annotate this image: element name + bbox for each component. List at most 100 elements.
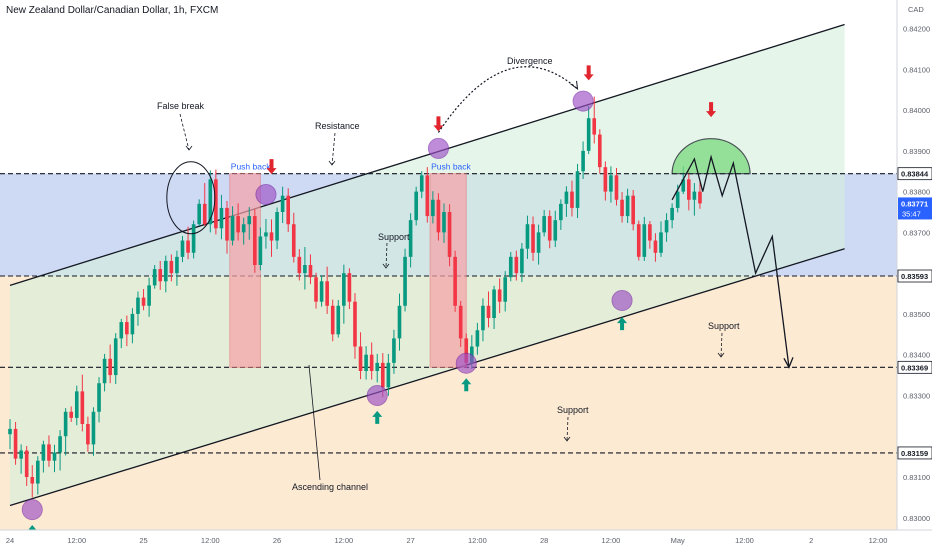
candle-body xyxy=(147,285,151,306)
marker-circle[interactable] xyxy=(455,352,477,374)
down-arrow-icon xyxy=(583,65,594,81)
candle-body xyxy=(58,436,62,453)
x-tick-label: 12:00 xyxy=(334,536,353,545)
candle-body xyxy=(636,224,641,257)
candle-body xyxy=(314,277,318,302)
candle-body xyxy=(347,273,352,302)
candle-body xyxy=(458,305,463,339)
marker-circle[interactable] xyxy=(21,499,43,521)
candle-body xyxy=(30,477,35,484)
false-break-circle xyxy=(166,161,216,235)
annotation-ascending-channel: Ascending channel xyxy=(292,482,368,492)
candle-body xyxy=(570,191,574,208)
candle-body xyxy=(125,322,129,335)
candle-body xyxy=(297,256,302,274)
x-tick-label: 28 xyxy=(540,536,548,545)
down-arrow-icon xyxy=(266,159,277,175)
candle-body xyxy=(625,195,630,217)
chart-title: New Zealand Dollar/Canadian Dollar, 1h, … xyxy=(6,5,218,16)
candle-body xyxy=(414,191,418,221)
candle-body xyxy=(497,289,502,302)
y-tick-label: 0.83000 xyxy=(903,514,930,523)
marker-circle[interactable] xyxy=(611,289,633,311)
candle-body xyxy=(214,179,218,229)
candle-body xyxy=(91,411,96,445)
candle-body xyxy=(275,212,279,241)
candle-body xyxy=(342,273,346,306)
candle-body xyxy=(13,428,18,459)
marker-circle[interactable] xyxy=(572,90,594,112)
candle-body xyxy=(575,171,580,208)
candle-body xyxy=(564,191,569,204)
candle-body xyxy=(698,191,702,204)
candle-body xyxy=(609,175,613,192)
candle-body xyxy=(308,265,313,278)
candle-body xyxy=(119,322,124,339)
candle-body xyxy=(236,216,240,233)
annotation-pointer xyxy=(331,132,336,166)
marker-circle[interactable] xyxy=(427,137,449,159)
candle-body xyxy=(63,411,68,437)
candle-body xyxy=(475,330,480,347)
divergence-arrowhead xyxy=(570,80,579,90)
candle-body xyxy=(202,203,207,225)
candle-body xyxy=(581,150,585,172)
candle-body xyxy=(197,203,201,225)
annotation-support-mid: Support xyxy=(378,232,410,242)
candle-body xyxy=(464,338,469,363)
down-arrow-icon xyxy=(706,102,717,118)
candle-body xyxy=(358,346,363,371)
candle-body xyxy=(364,354,368,371)
level-price-box xyxy=(897,167,932,181)
candle-body xyxy=(419,175,424,192)
marker-circle[interactable] xyxy=(255,183,277,205)
candle-body xyxy=(80,391,85,424)
candle-body xyxy=(620,199,624,217)
y-tick-label: 0.83800 xyxy=(903,188,930,197)
x-tick-label: 26 xyxy=(273,536,281,545)
candle-body xyxy=(353,301,357,347)
candle-body xyxy=(330,305,335,335)
countdown-label: 35:47 xyxy=(902,209,921,218)
candle-body xyxy=(186,240,190,253)
up-arrow-icon xyxy=(372,410,383,424)
candle-body xyxy=(531,224,535,253)
candle-body xyxy=(102,358,107,384)
y-tick-label: 0.84100 xyxy=(903,65,930,74)
down-arrow-icon xyxy=(433,116,444,132)
candle-body xyxy=(648,224,652,241)
candle-body xyxy=(525,224,530,249)
candle-body xyxy=(481,305,485,331)
x-tick-label: 25 xyxy=(139,536,147,545)
annotation-pointer-head xyxy=(328,160,336,166)
x-tick-label: 24 xyxy=(6,536,14,545)
y-tick-label: 0.83100 xyxy=(903,473,930,482)
candle-body xyxy=(130,313,135,335)
candle-body xyxy=(286,195,291,225)
candle-body xyxy=(603,167,608,192)
candle-body xyxy=(542,216,546,233)
candle-body xyxy=(69,411,74,418)
candle-body xyxy=(74,391,79,418)
annotation-pointer xyxy=(385,242,388,269)
candle-body xyxy=(503,277,508,302)
candle-body xyxy=(280,195,285,212)
y-tick-label: 0.83400 xyxy=(903,351,930,360)
candle-body xyxy=(336,305,341,335)
candle-body xyxy=(291,224,296,257)
candle-body xyxy=(442,212,446,233)
candle-body xyxy=(631,195,635,225)
candle-body xyxy=(431,199,435,217)
marker-circle[interactable] xyxy=(366,384,388,406)
candle-body xyxy=(653,240,658,253)
y-tick-label: 0.83500 xyxy=(903,310,930,319)
level-price-label: 0.83159 xyxy=(901,449,928,458)
last-price-label: 0.83771 xyxy=(901,199,928,208)
candle-body xyxy=(403,256,407,306)
y-tick-label: 0.83900 xyxy=(903,147,930,156)
x-tick-label: May xyxy=(671,536,685,545)
channel-upper-line[interactable] xyxy=(9,23,845,287)
channel-lower-line[interactable] xyxy=(9,248,845,507)
